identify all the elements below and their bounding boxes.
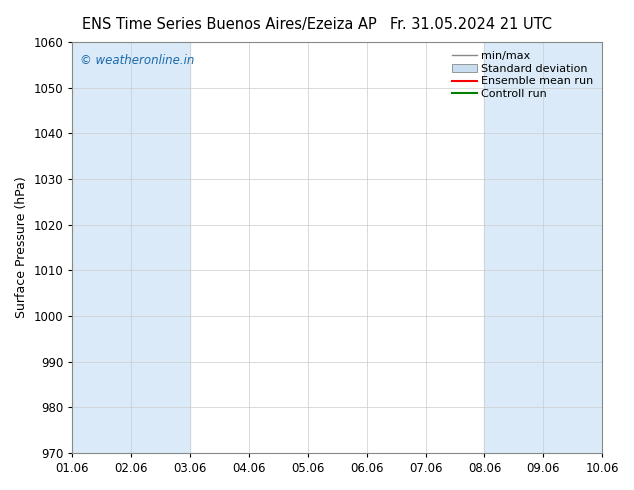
Y-axis label: Surface Pressure (hPa): Surface Pressure (hPa) (15, 176, 28, 318)
Text: © weatheronline.in: © weatheronline.in (81, 54, 195, 68)
Text: Fr. 31.05.2024 21 UTC: Fr. 31.05.2024 21 UTC (389, 17, 552, 32)
Legend: min/max, Standard deviation, Ensemble mean run, Controll run: min/max, Standard deviation, Ensemble me… (449, 48, 597, 102)
Bar (72, 42, 190, 453)
Text: ENS Time Series Buenos Aires/Ezeiza AP: ENS Time Series Buenos Aires/Ezeiza AP (82, 17, 377, 32)
Bar (484, 42, 634, 453)
